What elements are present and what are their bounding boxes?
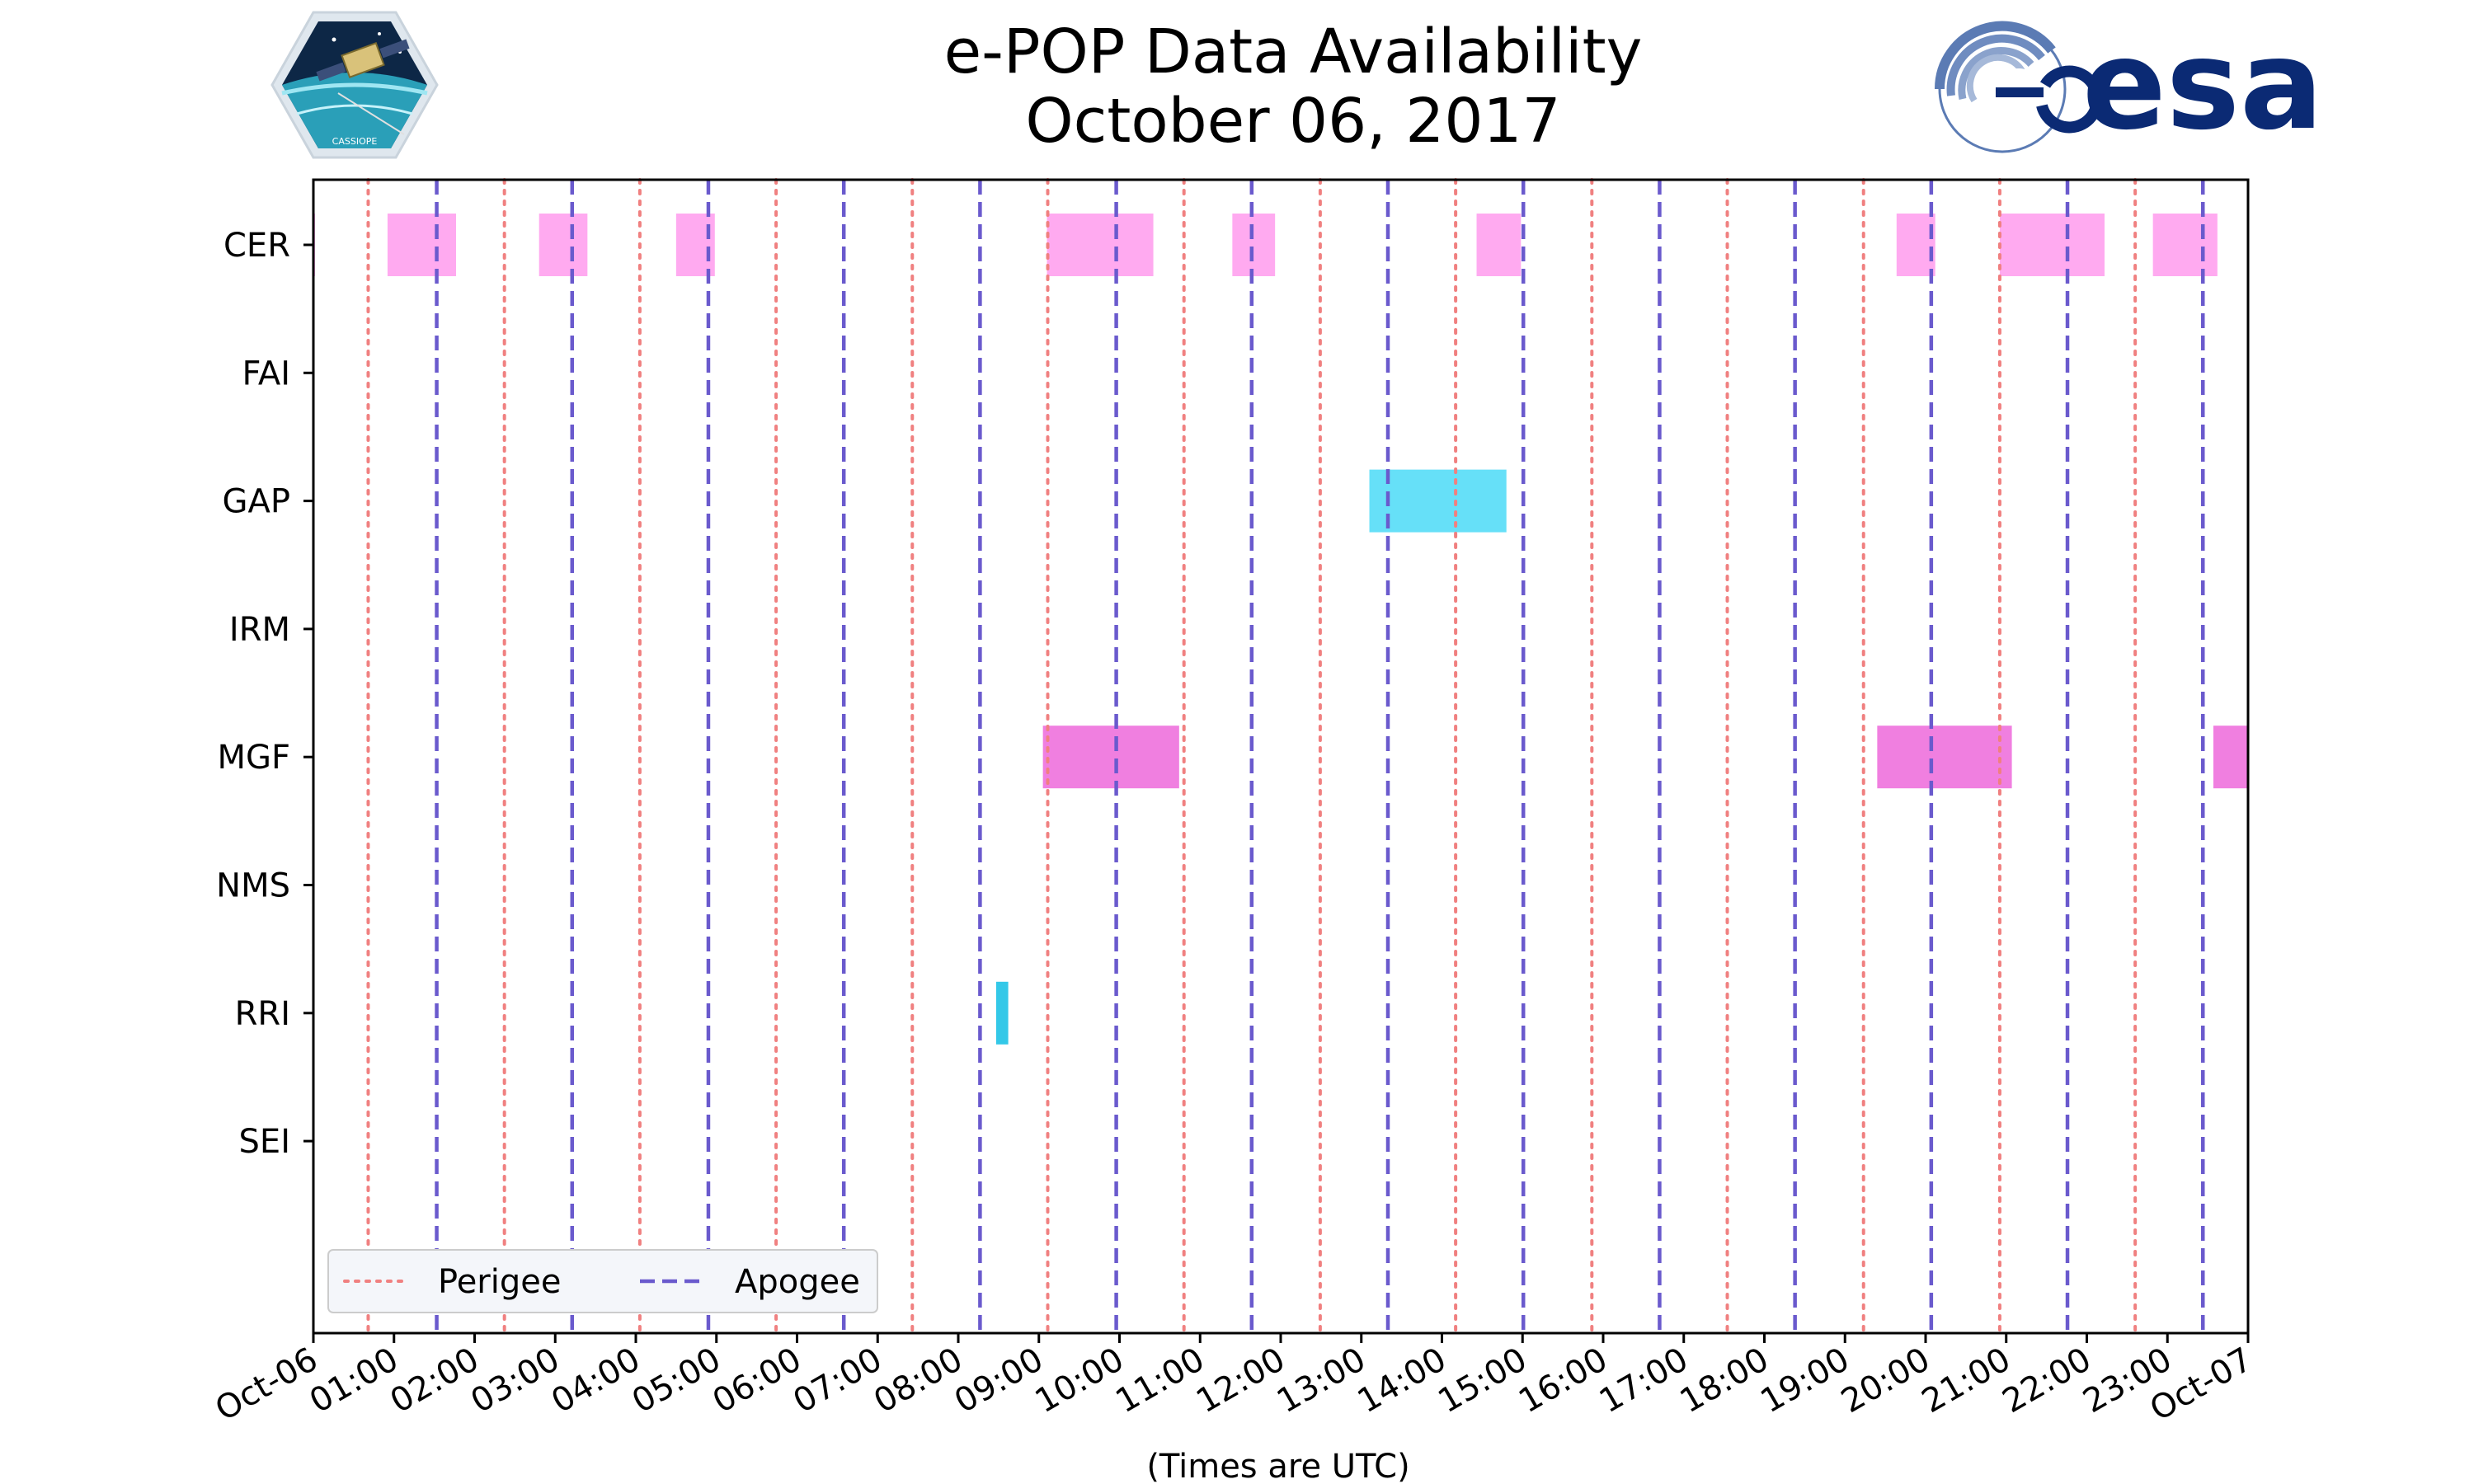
interval-bar-cer-9 [2152,214,2218,276]
y-tick-label-cer: CER [223,227,290,265]
x-tick-label: 07:00 [787,1341,888,1421]
interval-bar-cer-6 [1476,214,1522,276]
interval-bar-gap-0 [1369,469,1507,533]
x-tick-label: 17:00 [1593,1341,1695,1421]
x-tick-label: 02:00 [384,1341,486,1421]
x-tick-label: 09:00 [948,1341,1050,1421]
x-tick-label: 22:00 [1997,1341,2098,1421]
interval-bar-mgf-2 [2213,726,2248,789]
interval-bar-mgf-1 [1877,726,2012,789]
x-tick-label: 18:00 [1674,1341,1776,1421]
x-tick-label: 13:00 [1271,1341,1372,1421]
interval-bar-cer-7 [1896,214,1935,276]
x-tick-label: 16:00 [1512,1341,1614,1421]
x-tick-label: 10:00 [1029,1341,1131,1421]
interval-bar-rri-0 [995,981,1009,1045]
chart-title: e-POP Data Availability [944,16,1643,87]
x-tick-label: 15:00 [1432,1341,1533,1421]
y-tick-label-fai: FAI [242,355,291,392]
y-tick-label-rri: RRI [235,995,290,1033]
esa-logo-text: esa [2082,14,2323,157]
x-tick-label: 11:00 [1109,1341,1211,1421]
x-tick-label: Oct-06 [209,1341,324,1429]
esa-emblem-icon [1934,21,2104,153]
x-tick-label: 14:00 [1352,1341,1453,1421]
interval-bar-mgf-0 [1042,726,1179,789]
x-tick-label: 04:00 [545,1341,647,1421]
x-axis-label: (Times are UTC) [1146,1448,1409,1484]
y-tick-label-nms: NMS [216,867,290,905]
legend-box [327,1249,878,1313]
y-tick-label-gap: GAP [223,483,290,521]
x-tick-label: 06:00 [707,1341,808,1421]
plot-area: CER FAI GAP IRM MGF NMS RRI SEI Oct-0601:0002:00… [209,178,2259,1429]
x-tick-label: 05:00 [626,1341,727,1421]
chart-subtitle: October 06, 2017 [1025,86,1560,157]
legend-perigee-label: Perigee [438,1263,561,1301]
x-tick-label: 03:00 [464,1341,566,1421]
interval-bar-cer-2 [539,214,588,276]
interval-bar-cer-4 [1047,214,1154,276]
interval-bar-cer-8 [1999,214,2105,276]
x-tick-label: 20:00 [1835,1341,1936,1421]
interval-bar-cer-3 [675,214,715,276]
legend-apogee-label: Apogee [735,1263,860,1301]
x-tick-label: 19:00 [1754,1341,1856,1421]
y-tick-label-irm: IRM [229,611,290,649]
x-tick-label: 08:00 [868,1341,969,1421]
cassiope-logo: CASSIOPE [270,11,439,159]
x-tick-label: 12:00 [1190,1341,1291,1421]
y-tick-label-sei: SEI [239,1123,290,1161]
x-tick-label: 21:00 [1916,1341,2017,1421]
interval-bar-cer-5 [1232,214,1276,276]
x-tick-label: 01:00 [303,1341,405,1421]
interval-bar-cer-1 [387,214,457,276]
cassiope-logo-text: CASSIOPE [332,136,378,147]
esa-logo: esa [1934,14,2323,157]
y-tick-label-mgf: MGF [217,739,290,777]
